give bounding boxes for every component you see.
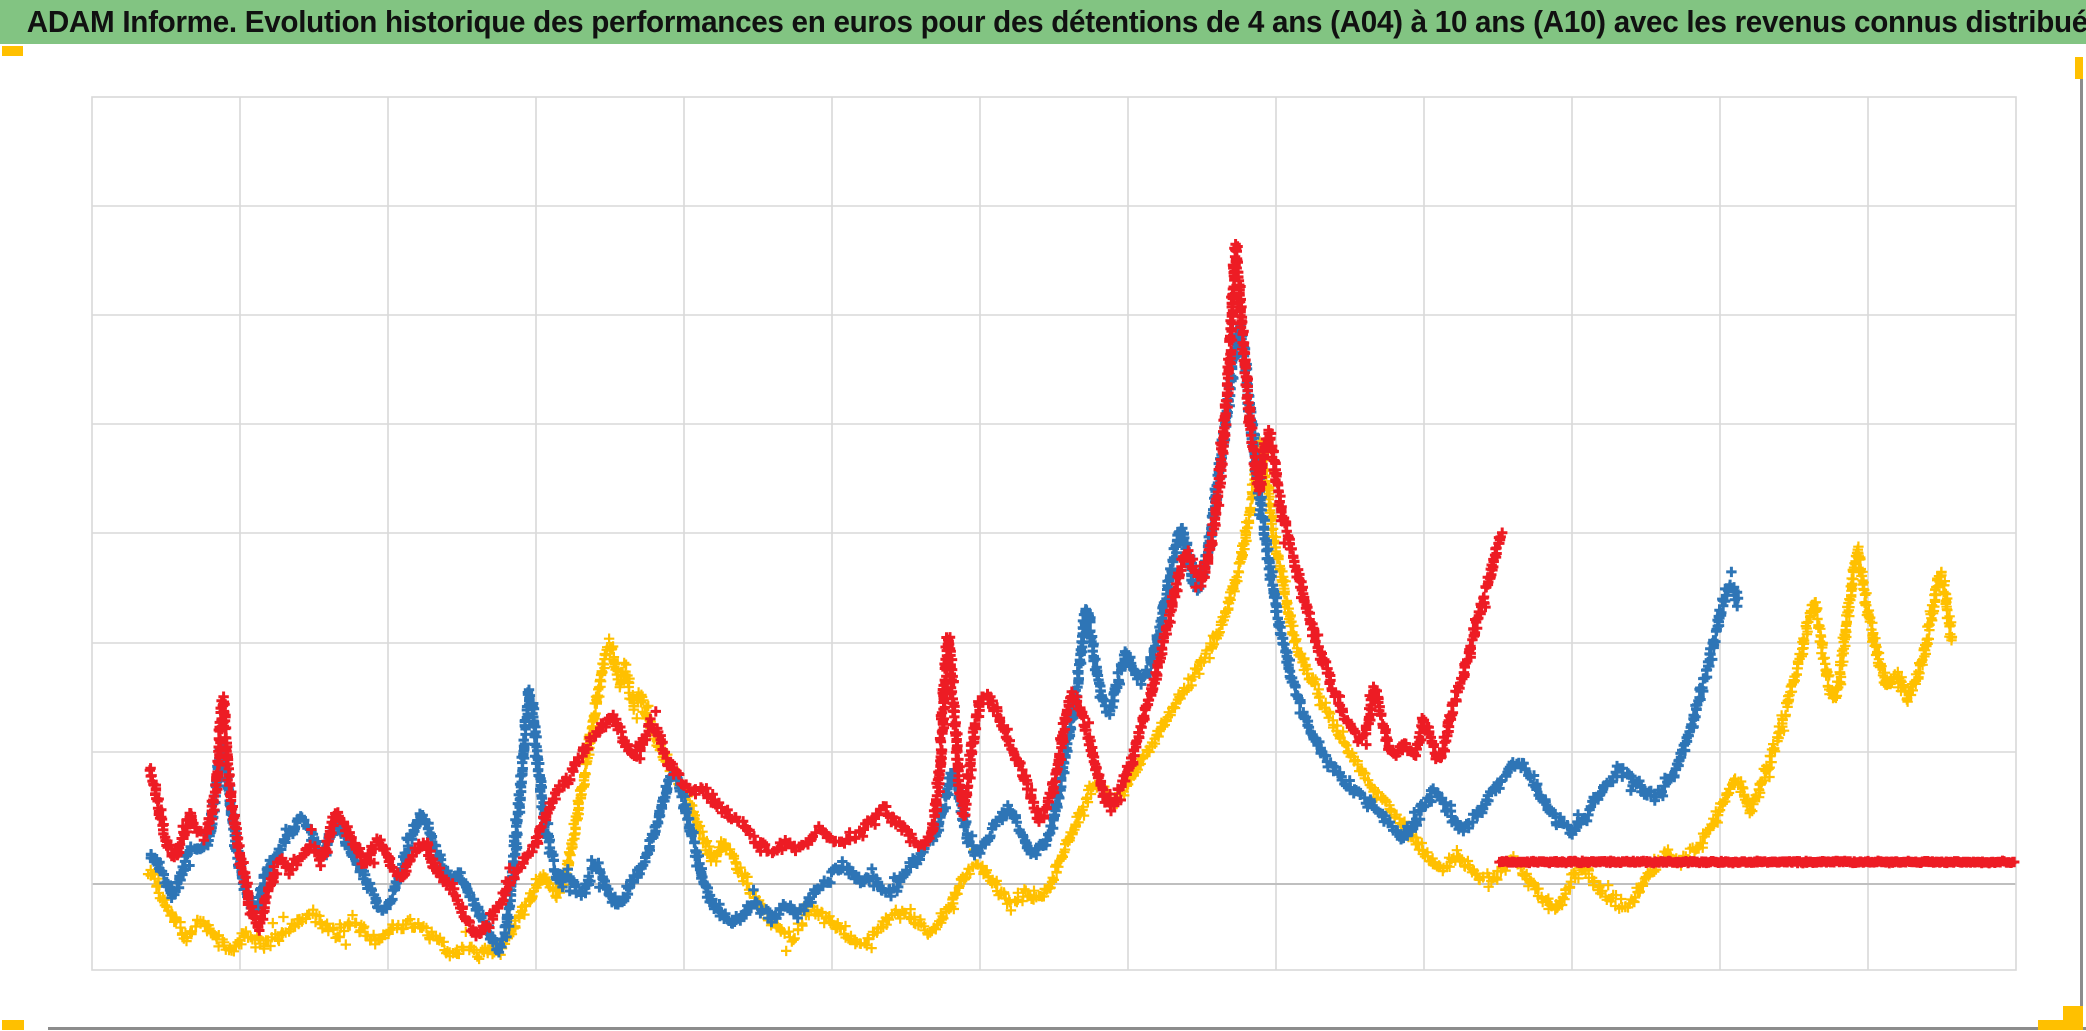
corner-accent-bottom-right-horizontal (2038, 1020, 2083, 1030)
red-flat-line (1494, 855, 2020, 869)
corner-accent-bottom-left (2, 1020, 24, 1030)
corner-accent-top-right (2075, 57, 2083, 79)
red-series (144, 239, 1508, 942)
bottom-frame-line (48, 1027, 2086, 1030)
title-bar: ADAM Informe. Evolution historique des p… (0, 0, 2086, 44)
right-frame-line (2080, 78, 2083, 1030)
blue-series (145, 320, 1744, 958)
corner-accent-top-left (2, 46, 23, 56)
page-title: ADAM Informe. Evolution historique des p… (26, 4, 2086, 39)
